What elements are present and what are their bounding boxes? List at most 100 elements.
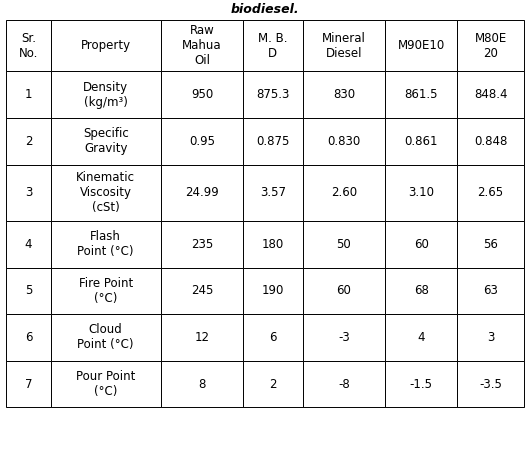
Text: Raw
Mahua
Oil: Raw Mahua Oil — [182, 24, 222, 67]
Text: 3.10: 3.10 — [408, 186, 434, 199]
Text: 68: 68 — [414, 284, 429, 298]
Bar — [457, 20, 524, 71]
Bar — [161, 118, 243, 165]
Bar — [385, 20, 457, 71]
Text: 4: 4 — [25, 238, 32, 251]
Bar — [385, 71, 457, 118]
Bar — [243, 361, 303, 407]
Text: 63: 63 — [483, 284, 498, 298]
Text: -8: -8 — [338, 377, 350, 391]
Bar — [303, 20, 385, 71]
Text: Fire Point
(°C): Fire Point (°C) — [78, 277, 133, 305]
Text: 7: 7 — [25, 377, 32, 391]
Text: Pour Point
(°C): Pour Point (°C) — [76, 370, 135, 398]
Bar — [457, 71, 524, 118]
Bar — [6, 361, 50, 407]
Text: 2.60: 2.60 — [331, 186, 357, 199]
Bar — [243, 268, 303, 314]
Bar — [303, 71, 385, 118]
Text: M. B.
D: M. B. D — [258, 32, 288, 60]
Bar — [457, 118, 524, 165]
Text: Kinematic
Viscosity
(cSt): Kinematic Viscosity (cSt) — [76, 171, 135, 214]
Text: 0.861: 0.861 — [404, 135, 438, 148]
Text: 2.65: 2.65 — [478, 186, 504, 199]
Text: -1.5: -1.5 — [410, 377, 432, 391]
Text: Cloud
Point (°C): Cloud Point (°C) — [77, 324, 134, 351]
Text: -3: -3 — [338, 331, 350, 344]
Text: -3.5: -3.5 — [479, 377, 502, 391]
Bar — [243, 71, 303, 118]
Bar — [457, 165, 524, 221]
Text: Density
(kg/m³): Density (kg/m³) — [83, 81, 128, 109]
Text: 50: 50 — [337, 238, 351, 251]
Text: 235: 235 — [191, 238, 213, 251]
Text: 1: 1 — [25, 88, 32, 101]
Text: 6: 6 — [25, 331, 32, 344]
Bar — [385, 118, 457, 165]
Text: 848.4: 848.4 — [474, 88, 507, 101]
Bar — [50, 221, 161, 268]
Bar — [385, 361, 457, 407]
Text: 875.3: 875.3 — [256, 88, 289, 101]
Bar — [6, 165, 50, 221]
Text: 0.848: 0.848 — [474, 135, 507, 148]
Bar — [161, 20, 243, 71]
Bar — [243, 118, 303, 165]
Bar — [457, 361, 524, 407]
Bar — [161, 314, 243, 361]
Text: 2: 2 — [25, 135, 32, 148]
Text: M90E10: M90E10 — [398, 39, 445, 52]
Text: 3.57: 3.57 — [260, 186, 286, 199]
Text: 190: 190 — [262, 284, 284, 298]
Text: 8: 8 — [198, 377, 206, 391]
Text: 6: 6 — [269, 331, 277, 344]
Bar — [161, 71, 243, 118]
Bar — [6, 71, 50, 118]
Bar — [6, 20, 50, 71]
Text: 56: 56 — [483, 238, 498, 251]
Text: 60: 60 — [337, 284, 351, 298]
Bar — [243, 165, 303, 221]
Text: 950: 950 — [191, 88, 213, 101]
Text: 245: 245 — [191, 284, 213, 298]
Text: Specific
Gravity: Specific Gravity — [83, 128, 129, 155]
Bar — [243, 20, 303, 71]
Text: Flash
Point (°C): Flash Point (°C) — [77, 230, 134, 258]
Bar — [50, 20, 161, 71]
Text: 3: 3 — [487, 331, 494, 344]
Text: Mineral
Diesel: Mineral Diesel — [322, 32, 366, 60]
Bar — [303, 165, 385, 221]
Text: Property: Property — [81, 39, 131, 52]
Text: 60: 60 — [414, 238, 429, 251]
Bar — [385, 314, 457, 361]
Bar — [303, 361, 385, 407]
Text: 3: 3 — [25, 186, 32, 199]
Text: biodiesel.: biodiesel. — [231, 3, 299, 16]
Text: 830: 830 — [333, 88, 355, 101]
Bar — [50, 71, 161, 118]
Bar — [457, 221, 524, 268]
Text: 0.830: 0.830 — [327, 135, 360, 148]
Bar — [457, 268, 524, 314]
Text: 0.95: 0.95 — [189, 135, 215, 148]
Text: 4: 4 — [418, 331, 425, 344]
Bar — [6, 314, 50, 361]
Bar — [161, 361, 243, 407]
Text: 24.99: 24.99 — [185, 186, 219, 199]
Text: 0.875: 0.875 — [256, 135, 289, 148]
Bar — [385, 268, 457, 314]
Bar — [161, 221, 243, 268]
Bar — [303, 221, 385, 268]
Text: Sr.
No.: Sr. No. — [19, 32, 38, 60]
Bar — [50, 361, 161, 407]
Bar — [50, 118, 161, 165]
Text: 5: 5 — [25, 284, 32, 298]
Bar — [6, 118, 50, 165]
Bar — [243, 221, 303, 268]
Bar — [385, 221, 457, 268]
Text: 12: 12 — [195, 331, 209, 344]
Text: 180: 180 — [262, 238, 284, 251]
Bar — [303, 118, 385, 165]
Bar — [385, 165, 457, 221]
Bar — [6, 221, 50, 268]
